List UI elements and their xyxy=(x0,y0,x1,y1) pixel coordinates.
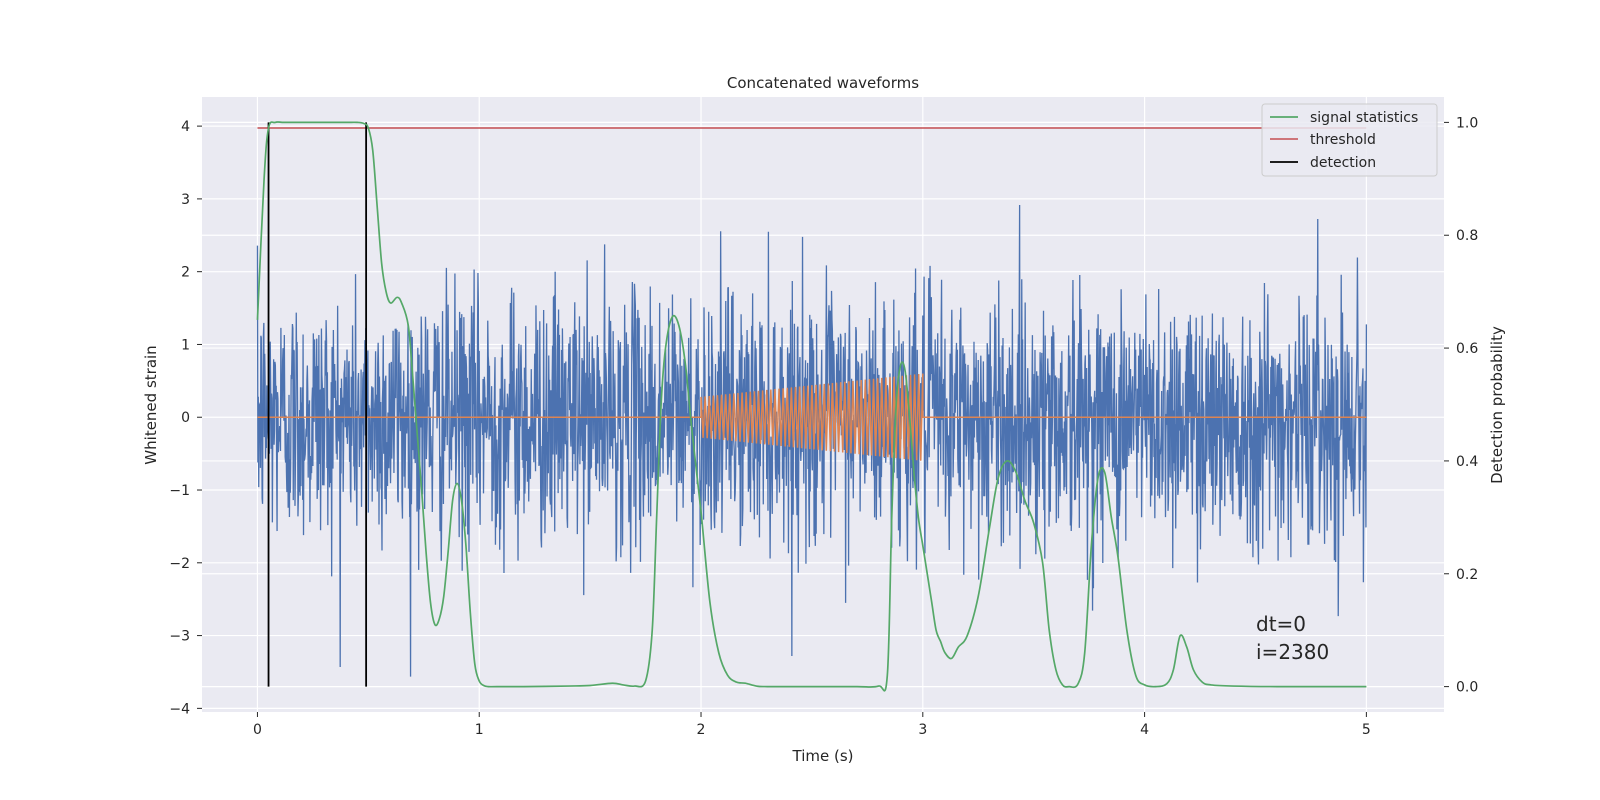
x-tick-label-2: 2 xyxy=(697,722,706,738)
y-tick-label-1: −3 xyxy=(169,629,190,645)
y-axis-ticks: −4 −3 −2 −1 0 1 2 3 4 xyxy=(169,119,202,717)
injection-series-line xyxy=(257,373,1367,461)
legend-label-signal-statistics: signal statistics xyxy=(1310,110,1418,126)
x-tick-label-1: 1 xyxy=(475,722,484,738)
y-tick-label-7: 3 xyxy=(181,192,190,208)
y2-tick-label-0: 0.0 xyxy=(1456,680,1478,696)
y-axis-label: Whitened strain xyxy=(142,345,160,464)
chart-title: Concatenated waveforms xyxy=(727,74,919,92)
x-tick-label-5: 5 xyxy=(1362,722,1371,738)
legend: signal statistics threshold detection xyxy=(1261,103,1438,177)
annotation-iteration: i=2380 xyxy=(1256,640,1329,664)
y-tick-label-3: −1 xyxy=(169,483,190,499)
y2-tick-label-5: 1.0 xyxy=(1456,115,1478,131)
x-tick-label-3: 3 xyxy=(918,722,927,738)
legend-box xyxy=(1261,103,1438,177)
strain-series-line xyxy=(256,205,1368,677)
y2-axis-label: Detection probability xyxy=(1488,326,1506,484)
annotation-dt: dt=0 xyxy=(1256,612,1306,636)
y-tick-label-6: 2 xyxy=(181,265,190,281)
y2-tick-label-2: 0.4 xyxy=(1456,454,1478,470)
y-tick-label-8: 4 xyxy=(181,119,190,135)
signal-statistics-line xyxy=(256,121,1367,692)
x-tick-label-4: 4 xyxy=(1140,722,1149,738)
legend-label-detection: detection xyxy=(1310,155,1376,171)
y-tick-label-4: 0 xyxy=(181,410,190,426)
y2-tick-label-1: 0.2 xyxy=(1456,567,1478,583)
y2-tick-label-3: 0.6 xyxy=(1456,341,1478,357)
y2-axis-ticks: 0.0 0.2 0.4 0.6 0.8 1.0 xyxy=(1444,115,1478,696)
x-axis-ticks: 0 1 2 3 4 5 xyxy=(253,712,1371,738)
y-tick-label-5: 1 xyxy=(181,337,190,353)
x-tick-label-0: 0 xyxy=(253,722,262,738)
legend-label-threshold: threshold xyxy=(1310,132,1376,148)
y-tick-label-0: −4 xyxy=(169,701,190,717)
x-axis-label: Time (s) xyxy=(792,747,854,765)
y-tick-label-2: −2 xyxy=(169,556,190,572)
y2-tick-label-4: 0.8 xyxy=(1456,228,1478,244)
